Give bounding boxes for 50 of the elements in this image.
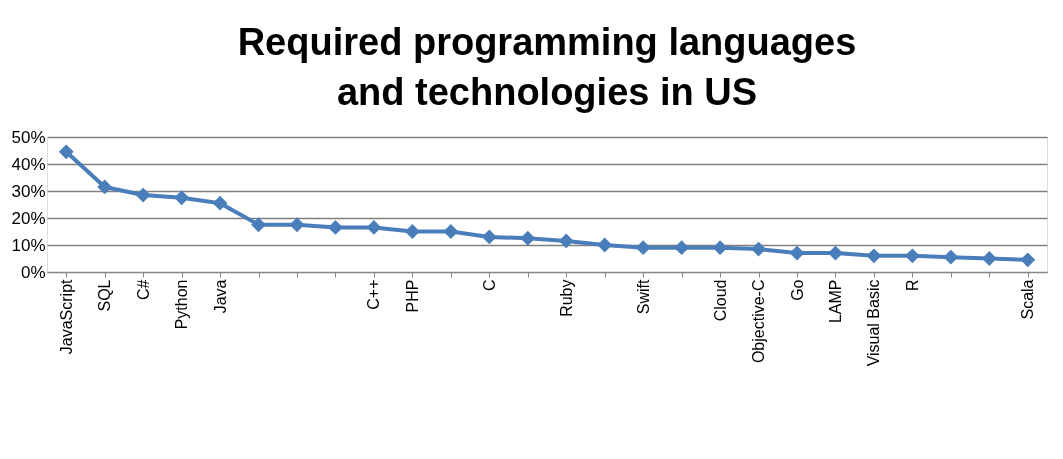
point [904, 248, 920, 264]
y-tick-label: 20% [11, 208, 46, 228]
point [943, 249, 959, 265]
x-tick-label: Go [788, 279, 806, 301]
point [289, 217, 305, 233]
x-tick-label: Python [173, 279, 191, 330]
y-tick-label: 0% [20, 262, 46, 282]
x-tick-label: SQL [96, 279, 114, 312]
point [251, 217, 266, 233]
x-tick-label: PHP [403, 279, 421, 313]
x-tick-label: Objective-C [750, 279, 768, 364]
point [135, 187, 151, 203]
x-tick-label: Visual Basic [865, 279, 883, 367]
point [558, 233, 574, 249]
x-tick-label: Cloud [711, 279, 729, 322]
y-tick-label: 30% [11, 181, 46, 201]
point [328, 220, 343, 235]
x-tick-label: C [480, 279, 498, 292]
x-tick-label: Scala [1019, 279, 1037, 320]
x-tick-label: C# [134, 279, 152, 300]
y-tick-label: 50% [11, 127, 46, 147]
point [97, 179, 113, 195]
point [712, 240, 728, 256]
y-tick-label: 40% [11, 154, 46, 174]
point [751, 241, 766, 257]
x-tick-label: C++ [365, 279, 383, 310]
point [58, 144, 74, 160]
y-tick-label: 10% [11, 235, 46, 255]
point [404, 224, 420, 239]
point [366, 220, 382, 235]
point [981, 251, 997, 266]
x-tick-label: LAMP [826, 279, 844, 324]
point [635, 240, 651, 256]
x-tick-label: Swift [634, 278, 652, 315]
point [1020, 252, 1036, 268]
point [597, 237, 613, 253]
chart-title: Required programming languages and technologies in US [237, 21, 857, 113]
point [789, 245, 805, 261]
x-tick-label: Java [211, 279, 229, 314]
point [828, 245, 843, 261]
x-tick-label: Ruby [557, 279, 575, 317]
point [674, 240, 690, 256]
point [866, 248, 882, 264]
x-tick-label: R [903, 279, 921, 292]
x-tick-label: JavaScript [57, 278, 75, 355]
point [520, 230, 536, 246]
point [212, 195, 228, 211]
point [443, 224, 459, 239]
point [174, 190, 190, 206]
point [481, 229, 497, 245]
